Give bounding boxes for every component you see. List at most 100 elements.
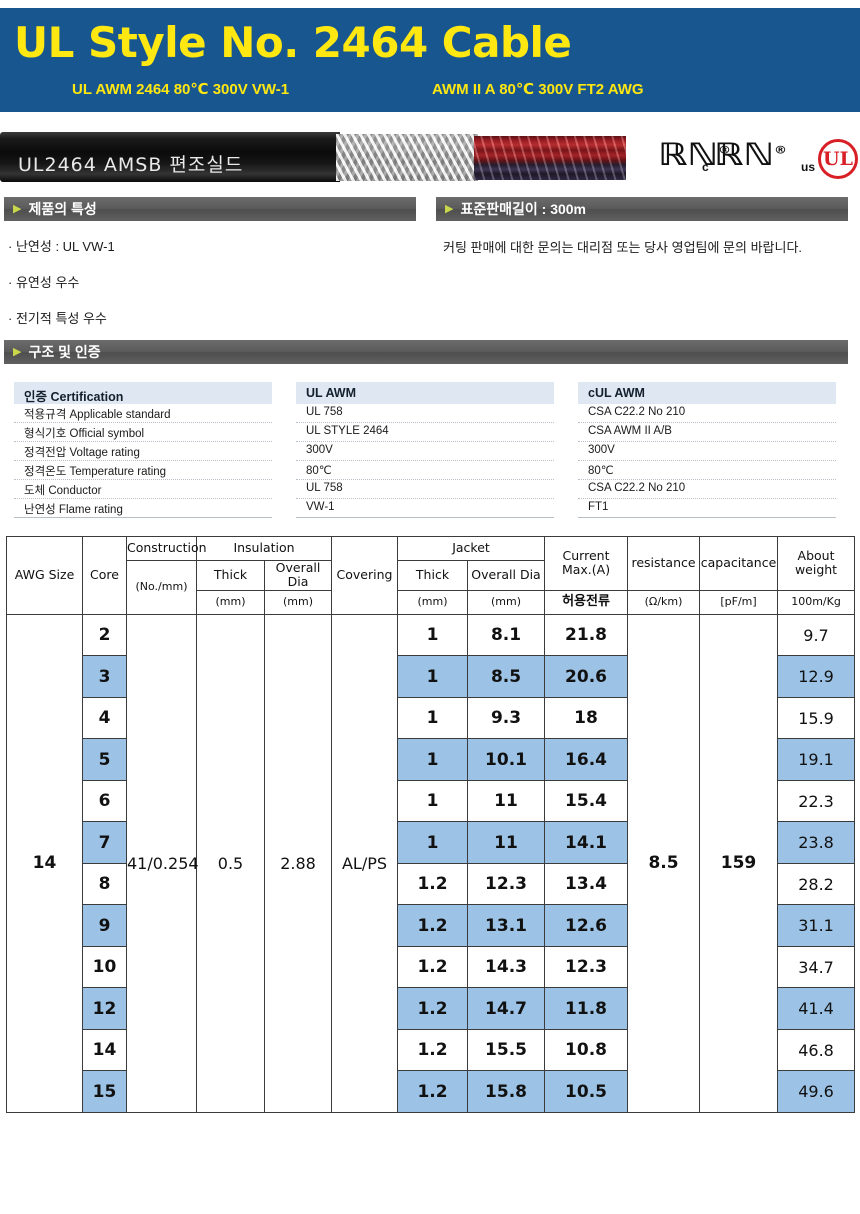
col-header-weight-unit: 100m/Kg [777,589,856,615]
table-row: 10 1.2 14.3 12.3 34.7 [7,945,856,989]
certification-row: 정격전압 Voltage rating [14,442,272,461]
cable-conductor-cores [474,136,626,180]
cable-braided-shield [336,134,478,181]
certification-row: CSA AWM II A/B [578,423,836,442]
col-header-current-line1: Current [562,548,610,563]
table-header-row-2: (No./mm) Thick Overall Dia Thick Overall… [7,560,855,615]
cell-jacket-dia: 14.7 [466,987,546,1030]
table-row: 9 1.2 13.1 12.6 31.1 [7,904,856,947]
cell-weight: 41.4 [777,987,856,1030]
certification-row: 300V [296,442,554,461]
cell-core: 6 [82,779,127,823]
cell-core: 12 [82,987,127,1030]
specification-table: AWG Size Core Construction Insulation Co… [6,536,856,1113]
cell-core: 5 [82,738,127,781]
certification-row: CSA C22.2 No 210 [578,404,836,423]
certification-row: UL 758 [296,404,554,423]
cell-jacket-thick: 1 [397,738,468,781]
table-row: 12 1.2 14.7 11.8 41.4 [7,987,856,1030]
cell-jacket-thick: 1 [397,779,468,823]
cell-weight: 23.8 [777,821,856,864]
certification-row: UL 758 [296,480,554,499]
cell-jacket-thick: 1 [397,655,468,698]
cell-jacket-thick: 1 [397,821,468,864]
specification-table-body: 14 2 41/0.254 0.5 2.88 AL/PS 1 8.1 21.8 … [6,613,856,1113]
col-header-current: Current Max.(A) [544,536,629,591]
table-row: 6 1 11 15.4 22.3 [7,779,856,823]
section-header-features-label: 제품의 특성 [28,201,97,217]
cell-capacitance: 159 [699,613,779,1113]
cell-core: 10 [82,945,127,989]
list-item: 난연성 : UL VW-1 [8,236,408,255]
certification-row: 80℃ [578,461,836,480]
banner-subtitle-left: UL AWM 2464 80℃ 300V VW-1 [72,81,290,98]
table-header-row-3: (mm) (mm) (mm) (mm) 허용전류 (Ω/km) [pF/m] 1… [7,589,856,615]
certification-row: 도체 Conductor [14,480,272,499]
cell-jacket-thick: 1.2 [397,945,468,989]
table-header-row-1: AWG Size Core Construction Insulation Co… [6,536,856,615]
cell-weight: 15.9 [777,696,856,740]
col-header-insulation-thick: Thick [196,560,265,591]
certification-column-header: UL AWM [296,382,554,404]
certification-column-header: 인증 Certification [14,382,272,404]
list-item: 전기적 특성 우수 [8,308,408,327]
cell-jacket-dia: 11 [466,779,546,823]
cell-resistance-value: 12.6 [544,904,629,947]
cell-jacket-thick: 1.2 [397,904,468,947]
cell-weight: 49.6 [777,1070,856,1113]
cell-weight: 19.1 [777,738,856,781]
cell-jacket-dia: 14.3 [466,945,546,989]
col-header-awg-size: AWG Size [6,536,83,615]
table-row: 8 1.2 12.3 13.4 28.2 [7,862,856,906]
col-header-insulation-dia: Overall Dia [264,560,332,591]
col-header-jacket-dia: Overall Dia [466,560,546,591]
cell-insulation-thick: 0.5 [196,613,265,1113]
list-item: 유연성 우수 [8,272,408,291]
cell-resistance-value: 15.4 [544,779,629,823]
certification-row: UL STYLE 2464 [296,423,554,442]
cell-resistance-value: 16.4 [544,738,629,781]
col-header-capacitance: capacitance [699,536,779,591]
section-header-length: ▶ 표준판매길이 : 300m [436,197,848,221]
col-header-current-kr: 허용전류 [544,589,629,615]
cell-construction: 41/0.254 [126,613,199,1113]
page-title: UL Style No. 2464 Cable [14,18,572,67]
certification-table: 인증 Certification 적용규격 Applicable standar… [14,382,850,518]
cable-print-label: UL2464 AMSB 편조실드 [18,154,244,176]
certification-column-cul-awm: cUL AWM CSA C22.2 No 210 CSA AWM II A/B … [578,382,836,518]
ul-us-label: us [801,160,816,174]
certification-row: 정격온도 Temperature rating [14,461,272,480]
col-header-jacket-dia-unit: (mm) [466,589,546,615]
cell-insulation-dia: 2.88 [264,613,332,1113]
table-row: 15 1.2 15.8 10.5 49.6 [7,1070,856,1113]
ul-recognized-component-cus-icon: ℝℕ® [714,137,787,173]
certification-row: 300V [578,442,836,461]
table-row: 5 1 10.1 16.4 19.1 [7,738,856,781]
cell-resistance-value: 12.3 [544,945,629,989]
certification-row: 80℃ [296,461,554,480]
cell-jacket-thick: 1 [397,613,468,657]
banner-subtitle-right: AWM II A 80℃ 300V FT2 AWG [432,81,644,98]
cell-jacket-dia: 13.1 [466,904,546,947]
cell-jacket-thick: 1.2 [397,1028,468,1072]
cell-weight: 31.1 [777,904,856,947]
table-row: 3 1 8.5 20.6 12.9 [7,655,856,698]
certification-row: 적용규격 Applicable standard [14,404,272,423]
cell-resistance-value: 21.8 [544,613,629,657]
cell-core: 3 [82,655,127,698]
col-header-capacitance-unit: [pF/m] [699,589,779,615]
cell-current: 8.5 [627,613,701,1113]
cell-jacket-dia: 12.3 [466,862,546,906]
col-header-jacket-thick-unit: (mm) [397,589,468,615]
cell-jacket-thick: 1 [397,696,468,740]
certification-row: FT1 [578,499,836,518]
cell-weight: 9.7 [777,613,856,657]
cell-jacket-dia: 15.8 [466,1070,546,1113]
cell-resistance-value: 14.1 [544,821,629,864]
title-banner: UL Style No. 2464 Cable UL AWM 2464 80℃ … [0,8,860,112]
cell-jacket-dia: 15.5 [466,1028,546,1072]
col-header-weight-line2: weight [794,562,838,578]
table-row: 14 2 41/0.254 0.5 2.88 AL/PS 1 8.1 21.8 … [6,613,856,1113]
cell-core: 9 [82,904,127,947]
